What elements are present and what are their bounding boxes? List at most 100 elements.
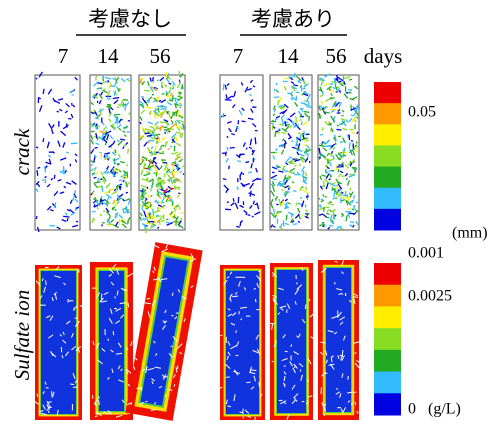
crack [273,275,274,277]
crack [140,79,144,80]
crack [329,179,331,180]
crack [70,384,74,385]
crack [96,124,97,126]
crack [107,98,111,99]
color-band [374,306,401,328]
crack [95,147,98,148]
crack-colorbar [374,82,401,231]
crack [147,135,152,136]
crack [246,213,247,215]
crack [71,143,78,144]
crack [305,214,308,215]
crack [258,271,260,272]
crack [180,134,181,138]
crack [91,165,93,166]
crack [227,136,228,138]
crack [94,112,95,114]
crack [54,175,55,179]
crack [301,121,302,125]
crack [170,188,173,189]
day-label: 14 [278,44,300,68]
crack [274,97,279,98]
crack [326,217,329,218]
crack [304,101,306,102]
crack [174,182,176,183]
crack [354,392,357,393]
figure: 考慮なし 考慮あり 7 14 56 7 14 56 days crack Sul… [0,0,495,428]
crack [243,409,244,413]
color-band [374,372,401,394]
row-label: Sulfate ion [10,290,34,380]
color-band [374,145,401,167]
crack [293,224,297,225]
crack [146,223,150,224]
crack [155,200,156,202]
crack [123,208,124,213]
crack [123,100,128,101]
crack [153,77,154,81]
crack [321,199,323,200]
row-label: crack [10,128,34,175]
crack [353,225,354,227]
crack [182,166,184,167]
crack [169,199,170,201]
sulfate-panel [216,265,265,421]
crack [153,127,154,133]
crack [170,87,171,92]
scale-label: 0.0025 [408,288,452,305]
crack [92,211,95,212]
header-left: 考慮なし [88,7,172,31]
crack [45,177,47,178]
crack [115,149,116,153]
crack [169,100,172,101]
day-label: 56 [150,44,171,68]
crack [245,162,249,163]
crack [43,89,44,94]
crack [103,133,104,138]
crack [72,103,73,106]
sulfate-panel [318,260,361,420]
crack [286,215,287,221]
crack [168,149,170,150]
crack [351,141,353,142]
crack [238,197,239,203]
crack [91,131,94,132]
crack [172,153,174,154]
scale-label: 0.001 [408,245,444,262]
scale-label: 0.05 [408,104,436,121]
crack [79,269,80,273]
crack [319,198,320,199]
sulfate-colorbar [374,263,401,416]
crack [67,218,68,221]
crack [330,210,331,212]
crack [350,222,354,223]
crack [272,179,276,180]
crack [154,173,156,174]
day-label: 7 [233,44,244,68]
crack [131,402,132,404]
crack [162,93,165,94]
crack [149,99,150,103]
crack [340,90,341,93]
crack [127,171,128,177]
crack [37,394,38,397]
crack [292,140,293,142]
crack [94,182,100,183]
crack [169,78,171,79]
crack [160,108,166,109]
crack [300,119,301,121]
sulfate-panel [125,242,203,421]
crack [183,174,184,175]
crack [255,299,256,302]
crack [36,78,37,79]
crack [298,221,299,223]
crack [172,95,173,101]
crack [104,155,105,157]
crack [351,115,354,116]
crack [242,121,246,122]
crack [232,294,233,296]
crack [113,331,114,335]
sulfate-panel [269,263,316,420]
crack [335,185,338,186]
crack [273,208,274,212]
